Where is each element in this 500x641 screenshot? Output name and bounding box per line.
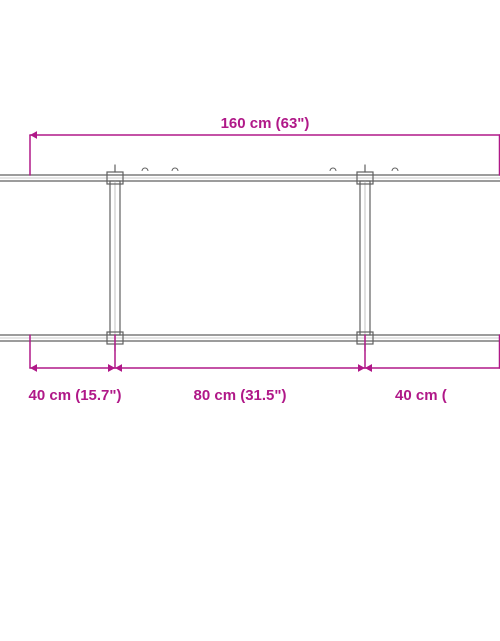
dim-label-bottom-1: 80 cm (31.5") <box>194 387 287 404</box>
dim-label-top: 160 cm (63") <box>221 115 310 132</box>
dim-label-bottom-0: 40 cm (15.7") <box>29 387 122 404</box>
dim-label-bottom-2: 40 cm ( <box>395 387 447 404</box>
dimension-lines: 160 cm (63") 40 cm (15.7") 80 cm (31.5") 40… <box>29 115 500 404</box>
dimension-diagram: 160 cm (63") 40 cm (15.7") 80 cm (31.5") 40… <box>0 0 500 641</box>
product-outline <box>0 165 500 351</box>
